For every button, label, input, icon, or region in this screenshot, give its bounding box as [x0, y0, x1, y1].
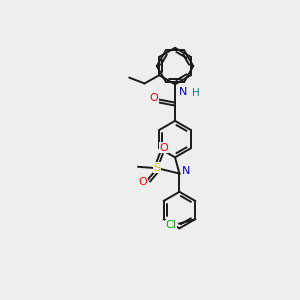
Text: S: S — [153, 163, 160, 173]
Text: O: O — [149, 93, 158, 103]
Text: Cl: Cl — [165, 220, 176, 230]
Text: O: O — [138, 177, 147, 188]
Text: N: N — [182, 166, 190, 176]
Text: N: N — [179, 87, 188, 97]
Text: O: O — [160, 142, 169, 153]
Text: H: H — [192, 88, 200, 98]
